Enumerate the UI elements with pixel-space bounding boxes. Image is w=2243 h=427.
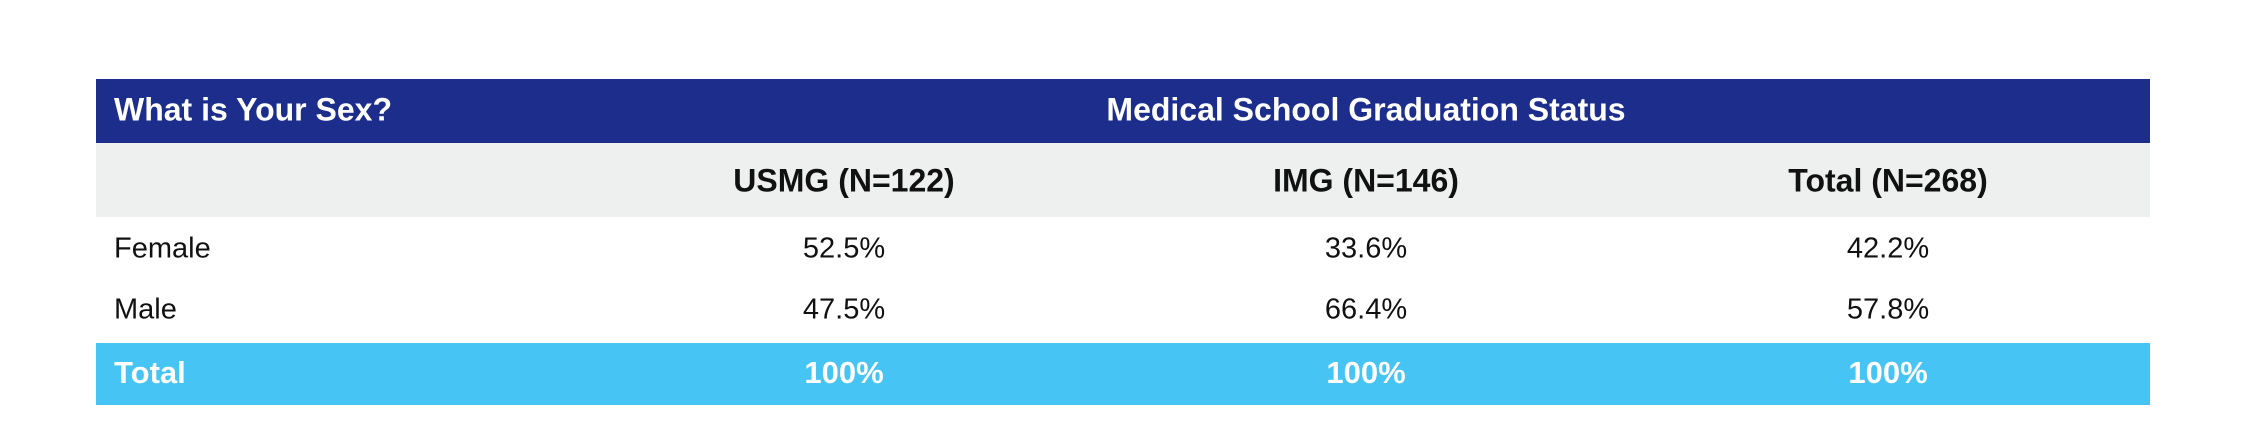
row-label: Male bbox=[114, 294, 177, 326]
cell: 66.4% bbox=[1325, 294, 1407, 326]
column-header: USMG (N=122) bbox=[733, 162, 954, 198]
cell: 47.5% bbox=[803, 294, 885, 326]
subheader-band bbox=[96, 143, 2150, 217]
total-band bbox=[96, 343, 2150, 405]
group-header: Medical School Graduation Status bbox=[1106, 91, 1625, 127]
total-cell: 100% bbox=[1326, 355, 1405, 390]
total-cell: 100% bbox=[804, 355, 883, 390]
header-band bbox=[96, 79, 2150, 143]
total-cell: 100% bbox=[1848, 355, 1927, 390]
column-header: Total (N=268) bbox=[1788, 162, 1987, 198]
cell: 42.2% bbox=[1847, 233, 1929, 265]
cell: 57.8% bbox=[1847, 294, 1929, 326]
table-title: What is Your Sex? bbox=[114, 91, 392, 127]
cell: 33.6% bbox=[1325, 233, 1407, 265]
column-header: IMG (N=146) bbox=[1273, 162, 1459, 198]
row-label: Female bbox=[114, 233, 211, 265]
total-label: Total bbox=[114, 355, 186, 390]
cell: 52.5% bbox=[803, 233, 885, 265]
